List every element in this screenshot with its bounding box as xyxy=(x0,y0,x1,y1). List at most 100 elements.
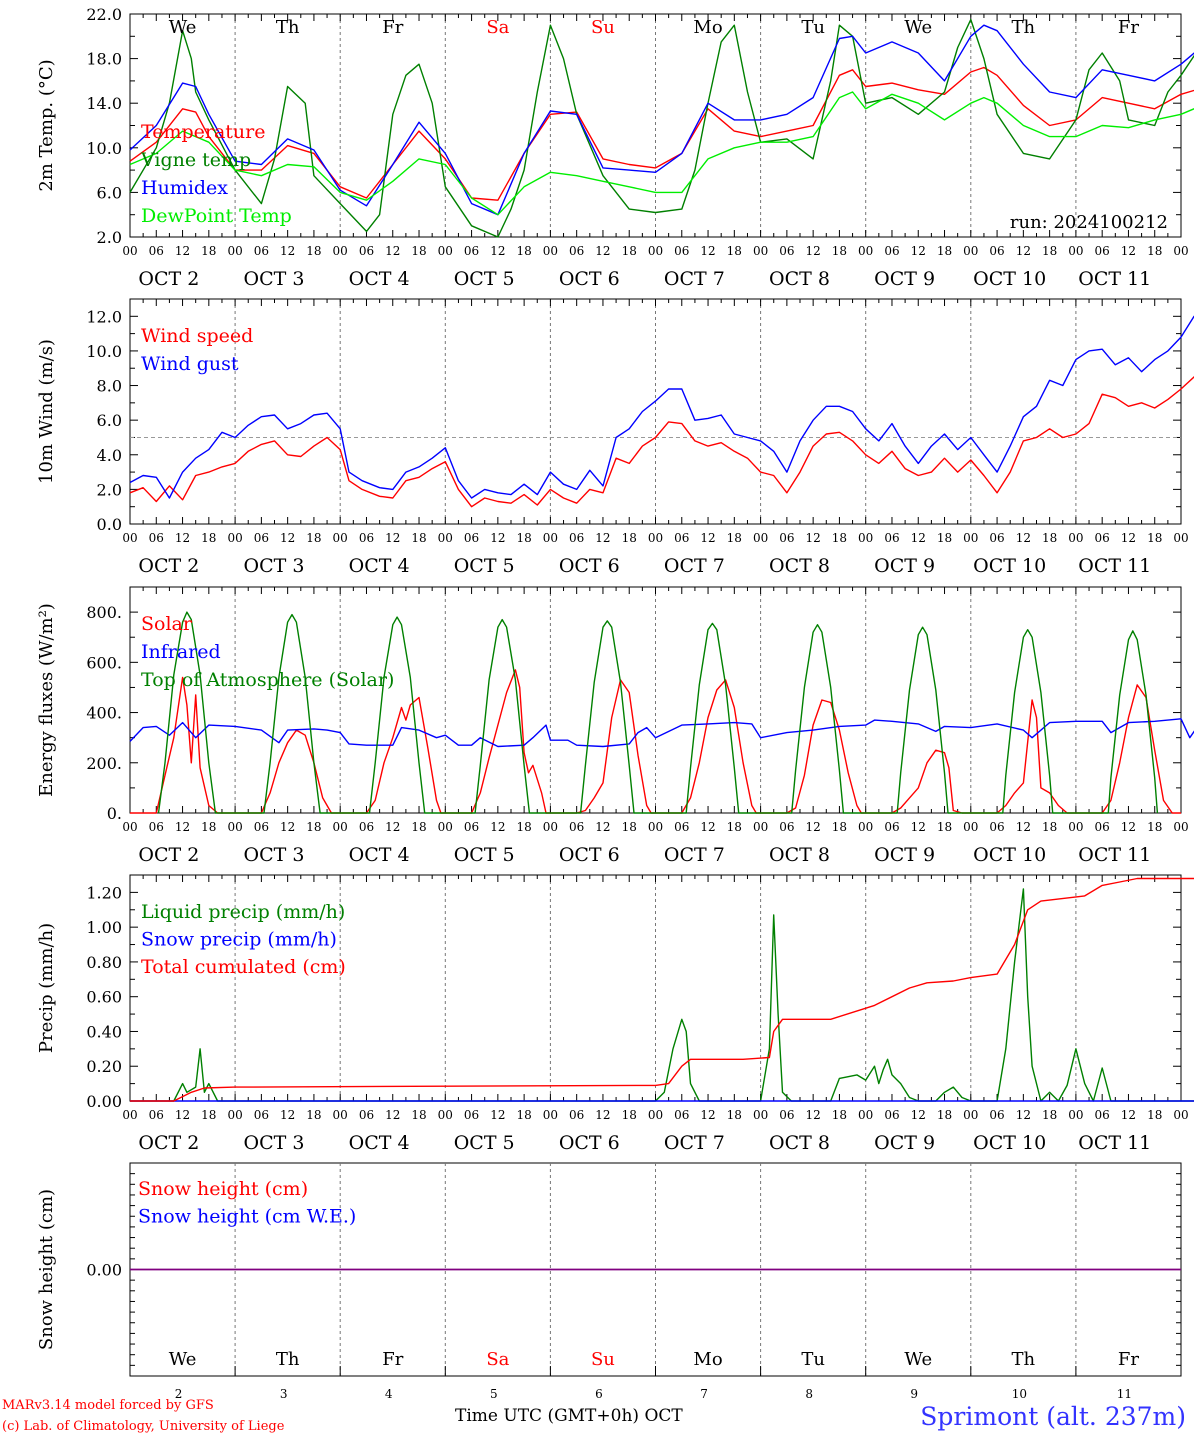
panel3-hour-label: 00 xyxy=(1173,820,1188,834)
panel4-date-label: OCT 4 xyxy=(349,1132,410,1154)
panel4-series-liquid-precip-mm-h- xyxy=(130,888,1194,1102)
panel3-hour-label: 00 xyxy=(963,820,978,834)
panel1-hour-label: 06 xyxy=(1095,244,1110,258)
panel4-series-total-cumulated-cm- xyxy=(130,877,1194,1102)
panel1-day-name: Fr xyxy=(1118,17,1139,38)
panel5-day-name: Fr xyxy=(382,1349,403,1370)
panel1-day-name: Fr xyxy=(382,17,403,38)
panel1-hour-label: 00 xyxy=(333,244,348,258)
panel4-hour-label: 00 xyxy=(1173,1108,1188,1122)
panel1-date-label: OCT 6 xyxy=(559,268,620,290)
panel2-hour-label: 12 xyxy=(700,531,715,545)
panel2-date-label: OCT 3 xyxy=(244,555,305,577)
panel1-y-tick-label: 2.0 xyxy=(97,228,122,247)
panel4-hour-label: 00 xyxy=(543,1108,558,1122)
panel3-hour-label: 18 xyxy=(411,820,426,834)
panel4-hour-label: 18 xyxy=(937,1108,952,1122)
panel3-hour-label: 06 xyxy=(1095,820,1110,834)
panel1-day-name: Th xyxy=(276,17,300,38)
panel1-hour-label: 06 xyxy=(359,244,374,258)
panel3-legend-entry: Solar xyxy=(141,613,193,635)
panel1-day-name: Sa xyxy=(486,17,509,38)
panel2-hour-label: 00 xyxy=(1173,531,1188,545)
panel2-hour-label: 00 xyxy=(333,531,348,545)
panel4-date-label: OCT 10 xyxy=(973,1132,1046,1154)
panel2-y-axis-label: 10m Wind (m/s) xyxy=(36,339,57,484)
panel3-hour-label: 00 xyxy=(753,820,768,834)
panel3-hour-label: 06 xyxy=(464,820,479,834)
panel5-day-name: Th xyxy=(276,1349,300,1370)
panel1-date-label: OCT 9 xyxy=(874,268,935,290)
panel3-hour-label: 00 xyxy=(648,820,663,834)
panel4-y-tick-label: 1.20 xyxy=(86,883,122,902)
panel1-hour-label: 12 xyxy=(385,244,400,258)
panel5-date-number: 10 xyxy=(1012,1387,1027,1401)
panel3-hour-label: 12 xyxy=(806,820,821,834)
panel1-y-tick-label: 6.0 xyxy=(97,183,122,202)
panel2-hour-label: 18 xyxy=(516,531,531,545)
panel4-hour-label: 12 xyxy=(911,1108,926,1122)
panel3-hour-label: 06 xyxy=(149,820,164,834)
panel3-date-label: OCT 5 xyxy=(454,844,515,866)
panel4-date-label: OCT 6 xyxy=(559,1132,620,1154)
panel4-y-axis-label: Precip (mm/h) xyxy=(36,923,57,1053)
panel1-date-label: OCT 8 xyxy=(769,268,830,290)
panel1-hour-label: 18 xyxy=(1147,244,1162,258)
panel4-hour-label: 00 xyxy=(963,1108,978,1122)
panel3-hour-label: 06 xyxy=(989,820,1004,834)
panel1-y-tick-label: 14.0 xyxy=(86,94,122,113)
panel2-hour-label: 06 xyxy=(569,531,584,545)
panel2-hour-label: 18 xyxy=(411,531,426,545)
panel2-hour-label: 06 xyxy=(884,531,899,545)
panel1-hour-label: 06 xyxy=(464,244,479,258)
panel2-hour-label: 00 xyxy=(438,531,453,545)
panel4-hour-label: 12 xyxy=(806,1108,821,1122)
panel2-hour-label: 06 xyxy=(464,531,479,545)
panel3-series-top-of-atmosphere-solar- xyxy=(157,611,1159,814)
panel4-y-tick-label: 0.00 xyxy=(86,1092,122,1111)
panel2-hour-label: 12 xyxy=(385,531,400,545)
panel3-hour-label: 06 xyxy=(674,820,689,834)
panel1-series-temperature xyxy=(129,66,1194,201)
panel2-hour-label: 12 xyxy=(1121,531,1136,545)
panel3-hour-label: 12 xyxy=(1121,820,1136,834)
panel2-legend-entry: Wind speed xyxy=(141,325,253,347)
panel3-hour-label: 06 xyxy=(254,820,269,834)
panel5-legend-entry: Snow height (cm) xyxy=(138,1178,308,1200)
panel5-date-number: 9 xyxy=(910,1387,918,1401)
panel2-date-label: OCT 7 xyxy=(664,555,725,577)
panel5-date-number: 4 xyxy=(385,1387,393,1401)
panel3-y-tick-label: 200. xyxy=(86,754,122,773)
panel2-date-label: OCT 4 xyxy=(349,555,410,577)
panel1-hour-label: 12 xyxy=(806,244,821,258)
panel1-hour-label: 00 xyxy=(122,244,137,258)
panel1-hour-label: 18 xyxy=(937,244,952,258)
panel4-hour-label: 06 xyxy=(674,1108,689,1122)
panel2-hour-label: 00 xyxy=(753,531,768,545)
panel1-date-label: OCT 4 xyxy=(349,268,410,290)
panel4-hour-label: 12 xyxy=(1016,1108,1031,1122)
panel2-hour-label: 00 xyxy=(858,531,873,545)
panel4-hour-label: 06 xyxy=(1095,1108,1110,1122)
panel4-date-label: OCT 11 xyxy=(1078,1132,1151,1154)
panel3-hour-label: 18 xyxy=(622,820,637,834)
panel5-day-name: Mo xyxy=(693,1349,722,1370)
panel1-legend-entry: Humidex xyxy=(141,177,228,199)
panel4-hour-label: 00 xyxy=(333,1108,348,1122)
panel2-hour-label: 12 xyxy=(1016,531,1031,545)
panel2-y-tick-label: 4.0 xyxy=(97,446,122,465)
panel3-hour-label: 06 xyxy=(359,820,374,834)
panel2-hour-label: 00 xyxy=(963,531,978,545)
credit-lab: (c) Lab. of Climatology, University of L… xyxy=(2,1419,285,1434)
panel2-hour-label: 00 xyxy=(122,531,137,545)
panel2-hour-label: 06 xyxy=(1095,531,1110,545)
panel2-y-tick-label: 8.0 xyxy=(97,377,122,396)
panel1-y-axis-label: 2m Temp. (°C) xyxy=(36,59,57,191)
panel1-hour-label: 18 xyxy=(622,244,637,258)
panel5-day-name: We xyxy=(169,1349,197,1370)
panel2-hour-label: 00 xyxy=(1068,531,1083,545)
panel1-date-label: OCT 2 xyxy=(138,268,199,290)
panel1-series-dewpoint-temp xyxy=(129,91,1194,216)
panel2-hour-label: 12 xyxy=(175,531,190,545)
panel2-y-tick-label: 0.0 xyxy=(97,515,122,534)
